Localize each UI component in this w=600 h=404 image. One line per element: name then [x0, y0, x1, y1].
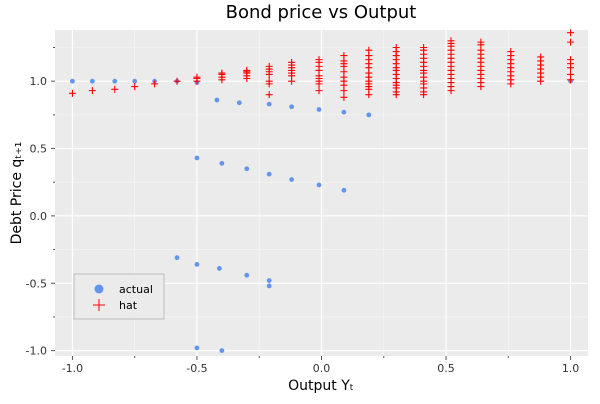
hat-point — [288, 69, 296, 77]
legend-box — [73, 273, 165, 320]
actual-point — [266, 101, 272, 107]
hat-point — [567, 29, 575, 37]
hat-point — [365, 46, 373, 54]
actual-point — [174, 255, 180, 261]
legend-hat-label: hat — [119, 299, 138, 312]
legend-hat-marker — [93, 299, 105, 311]
hat-point — [265, 91, 273, 99]
actual-point — [194, 345, 200, 351]
hat-point — [340, 52, 348, 60]
hat-point — [243, 66, 251, 74]
hat-point — [340, 93, 348, 101]
x-tick-label: 0.5 — [437, 362, 455, 375]
legend-actual-marker — [94, 284, 104, 294]
actual-point — [266, 278, 272, 283]
hat-point — [447, 37, 455, 45]
hat-point — [288, 58, 296, 66]
actual-point — [316, 107, 322, 112]
actual-point — [194, 261, 200, 267]
actual-point — [289, 104, 295, 110]
actual-point — [266, 283, 272, 289]
hat-point — [68, 89, 76, 97]
actual-point — [341, 109, 347, 115]
y-tick-label: 0.0 — [30, 210, 48, 223]
hat-point — [151, 80, 159, 88]
chart-title: Bond price vs Output — [226, 2, 417, 23]
legend: actual hat — [73, 273, 165, 320]
y-tick-label: -0.5 — [26, 277, 47, 290]
actual-point — [244, 166, 250, 172]
x-tick-label: -0.5 — [186, 362, 207, 375]
x-tick-label: 0.0 — [313, 362, 331, 375]
actual-point — [194, 155, 200, 161]
actual-point — [366, 112, 372, 118]
y-tick-label: 1.0 — [30, 75, 48, 88]
hat-point — [392, 44, 400, 52]
x-tick-label: 1.0 — [562, 362, 580, 375]
actual-point — [244, 272, 250, 278]
hat-point — [567, 38, 575, 46]
hat-point — [420, 44, 428, 52]
axis-ticks: -1.0 -0.5 0.0 0.5 1.0 -1.0 -0.5 0.0 0.5 1.0 — [26, 47, 580, 375]
actual-point — [89, 78, 95, 84]
hat-point — [88, 87, 96, 95]
y-axis-label: Debt Price qₜ₊₁ — [9, 142, 25, 245]
hat-point — [193, 73, 201, 81]
actual-point — [214, 97, 220, 103]
actual-point — [216, 266, 222, 271]
hat-point — [265, 77, 273, 85]
actual-point — [112, 78, 118, 84]
hat-point — [567, 56, 575, 64]
actual-point — [316, 182, 322, 188]
actual-point — [266, 171, 272, 177]
actual-point — [219, 160, 225, 166]
actual-point — [70, 78, 75, 84]
x-axis-label: Output Yₜ — [288, 378, 354, 394]
y-tick-label: 0.5 — [30, 143, 48, 156]
actual-point — [236, 100, 242, 106]
hat-point — [315, 87, 323, 95]
hat-point — [477, 38, 485, 46]
y-tick-label: -1.0 — [26, 345, 47, 358]
data-points — [68, 29, 575, 354]
hat-point — [111, 85, 119, 93]
actual-point — [289, 177, 295, 182]
hat-point — [315, 56, 323, 64]
actual-point — [341, 187, 347, 193]
actual-point — [219, 348, 225, 354]
hat-point — [537, 53, 545, 61]
hat-point — [218, 69, 226, 77]
hat-point — [173, 77, 181, 85]
hat-point — [265, 62, 273, 70]
hat-point — [131, 83, 139, 91]
legend-actual-label: actual — [119, 283, 153, 296]
actual-point — [132, 78, 138, 84]
x-tick-label: -1.0 — [62, 362, 83, 375]
hat-point — [567, 70, 575, 78]
hat-point — [507, 48, 515, 56]
